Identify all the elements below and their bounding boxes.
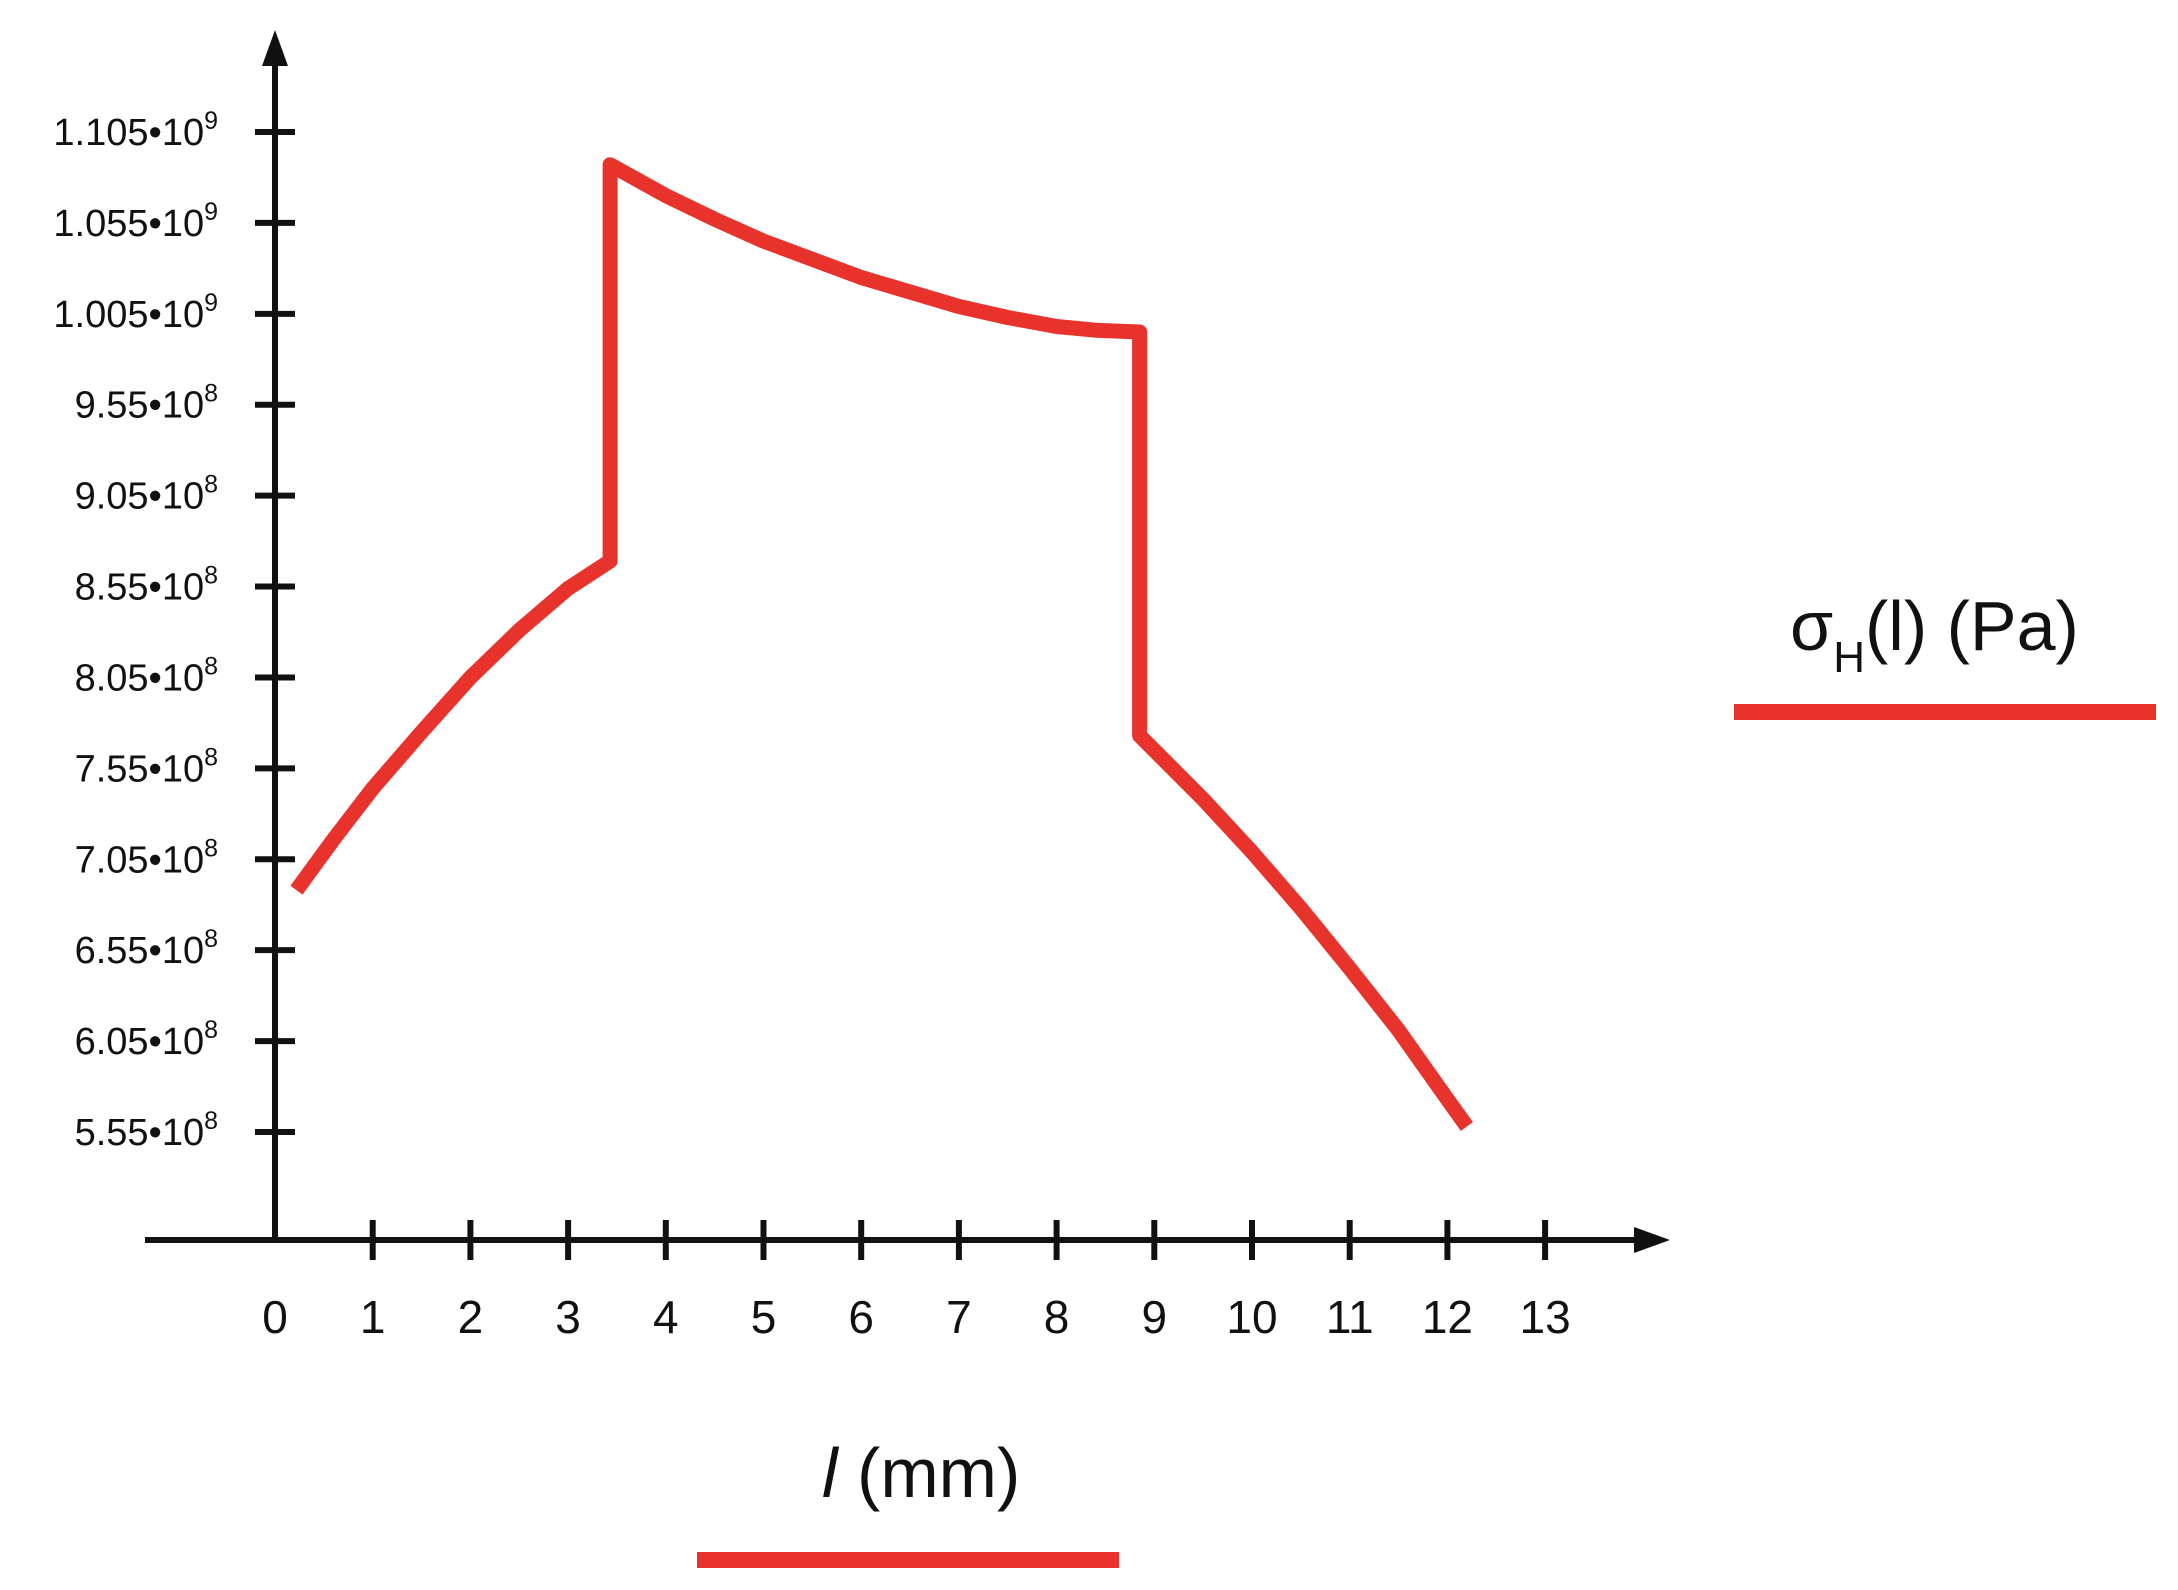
x-axis-title-line xyxy=(697,1552,1119,1568)
x-tick-label: 4 xyxy=(653,1291,679,1343)
x-axis-title: l (mm) xyxy=(697,1434,1119,1568)
x-tick-label: 0 xyxy=(262,1291,288,1343)
y-tick-label: 6.05•108 xyxy=(75,1016,218,1063)
x-axis-title-symbol: l xyxy=(822,1434,840,1512)
y-tick-label: 1.105•109 xyxy=(53,107,218,154)
y-tick-label: 1.055•109 xyxy=(53,198,218,245)
y-axis-title-subscript: H xyxy=(1833,633,1865,682)
y-tick-label: 9.55•108 xyxy=(75,380,218,427)
y-axis: 5.55•108 6.05•108 6.55•108 7.05•108 7.55•108… xyxy=(53,30,295,1240)
y-tick-label: 5.55•108 xyxy=(75,1107,218,1154)
y-axis-title: σH(l) (Pa) xyxy=(1734,587,2156,720)
x-tick-label: 6 xyxy=(848,1291,874,1343)
x-axis-arrow xyxy=(1634,1227,1670,1253)
y-axis-title-rest: (l) (Pa) xyxy=(1865,587,2079,665)
svg-text:l (mm): l (mm) xyxy=(822,1434,1020,1512)
y-tick-label: 7.55•108 xyxy=(75,743,218,790)
x-tick-label: 7 xyxy=(946,1291,972,1343)
x-tick-label: 12 xyxy=(1422,1291,1473,1343)
y-tick-label: 9.05•108 xyxy=(75,471,218,518)
x-tick-label: 2 xyxy=(458,1291,484,1343)
y-tick-label: 7.05•108 xyxy=(75,834,218,881)
series-group xyxy=(290,157,1473,1131)
y-axis-arrow xyxy=(262,30,288,66)
x-tick-label: 8 xyxy=(1044,1291,1070,1343)
x-tick-label: 9 xyxy=(1142,1291,1168,1343)
x-tick-label: 5 xyxy=(751,1291,777,1343)
y-axis-title-symbol: σ xyxy=(1790,587,1833,665)
x-tick-label: 10 xyxy=(1226,1291,1277,1343)
x-tick-label: 13 xyxy=(1520,1291,1571,1343)
svg-text:σH(l) (Pa): σH(l) (Pa) xyxy=(1790,587,2079,682)
x-tick-label: 11 xyxy=(1326,1291,1374,1343)
y-tick-label: 8.05•108 xyxy=(75,652,218,699)
x-axis-title-rest: (mm) xyxy=(838,1434,1021,1512)
y-tick-label: 8.55•108 xyxy=(75,562,218,609)
x-tick-label: 3 xyxy=(555,1291,581,1343)
series-line xyxy=(290,157,1473,1131)
y-axis-title-line xyxy=(1734,704,2156,720)
x-axis: 0 1 2 3 4 5 6 7 8 9 10 11 12 13 xyxy=(145,1220,1670,1343)
y-tick-label: 1.005•109 xyxy=(53,289,218,336)
y-tick-label: 6.55•108 xyxy=(75,925,218,972)
x-tick-label: 1 xyxy=(360,1291,386,1343)
